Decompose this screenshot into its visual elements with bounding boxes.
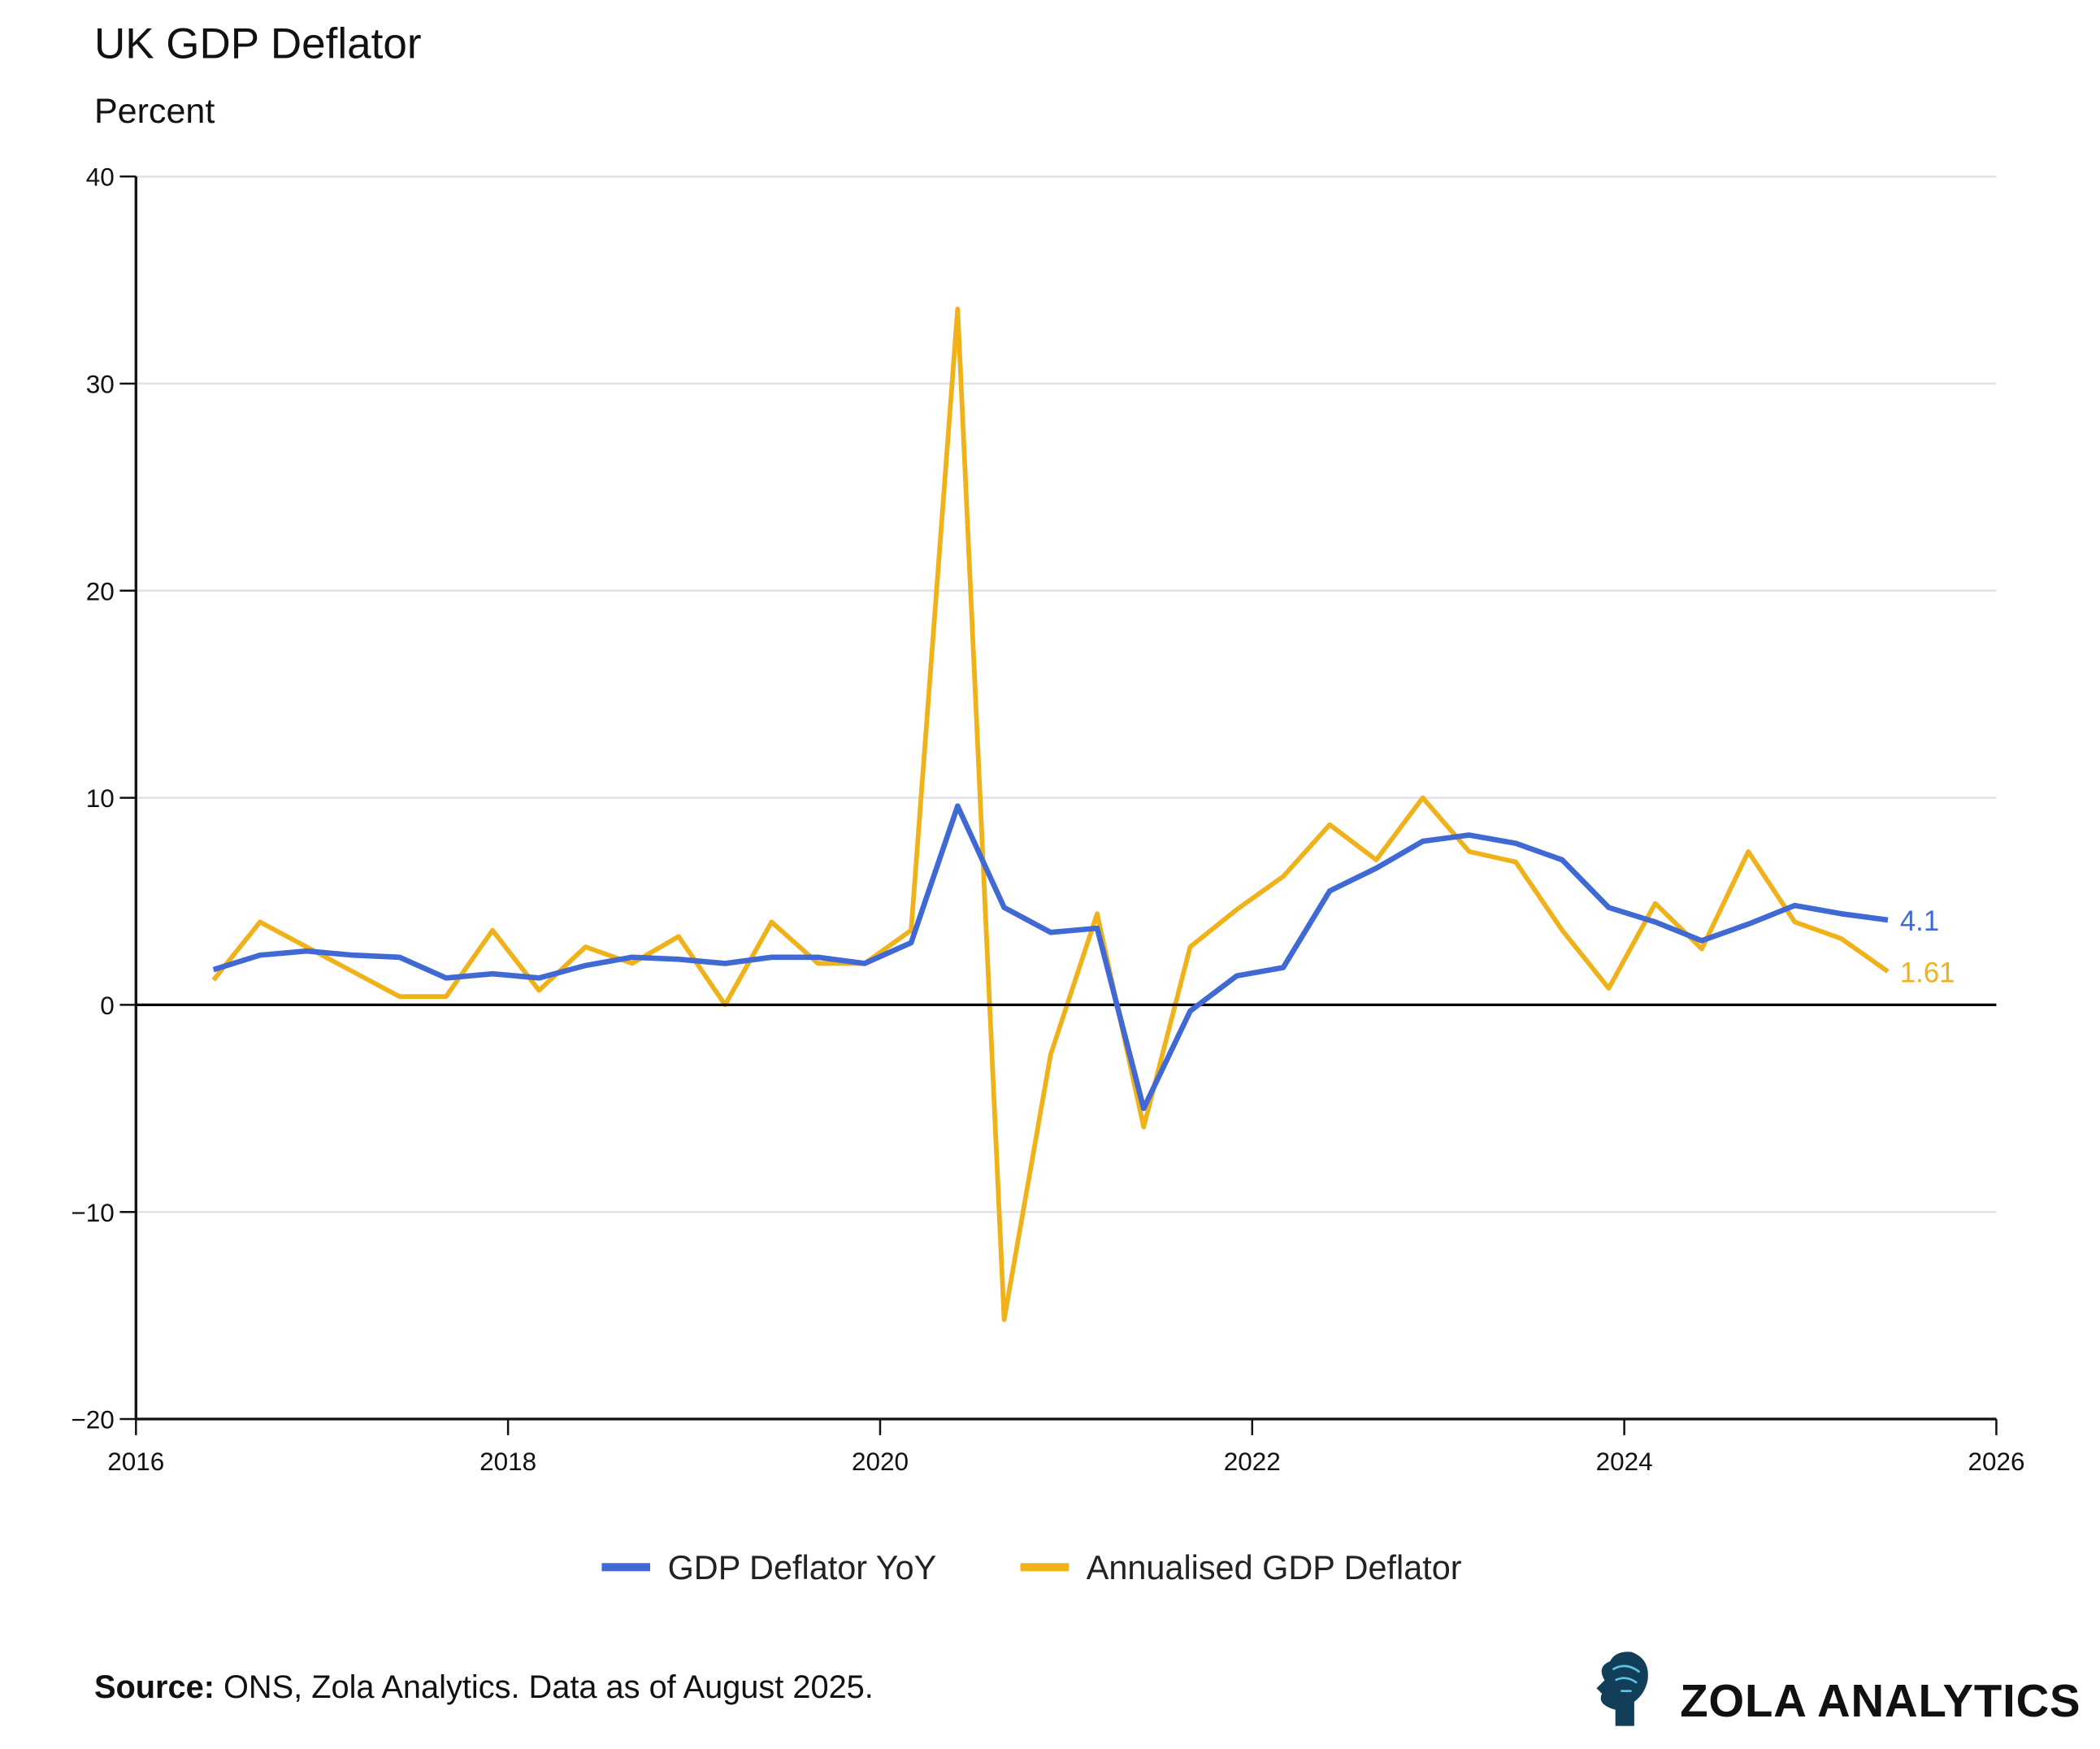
x-tick-label: 2018 (479, 1447, 536, 1476)
y-tick-label: 30 (86, 371, 115, 399)
x-tick-label: 2024 (1596, 1447, 1653, 1476)
source-label: Source: (94, 1669, 215, 1705)
gridlines (136, 175, 1997, 1213)
legend-label-yoy: GDP Deflator YoY (668, 1549, 937, 1586)
end-label-annualised: 1.61 (1900, 958, 1955, 989)
legend-label-annualised: Annualised GDP Deflator (1087, 1549, 1462, 1586)
series-line-annualised (211, 306, 1890, 1322)
x-tick-label: 2026 (1968, 1447, 2024, 1476)
axes: 40 30 20 10 0 −10 −20 2016 2018 2020 2022 2024 2026 (71, 163, 2024, 1476)
legend: GDP Deflator YoY Annualised GDP Deflator (601, 1549, 1462, 1586)
y-tick-label: −10 (71, 1199, 114, 1227)
y-tick-label: 40 (86, 163, 115, 192)
source-text: ONS, Zola Analytics. Data as of August 2… (215, 1669, 874, 1705)
brand-logo: ZOLA ANALYTICS (1596, 1651, 2080, 1726)
chart-subtitle: Percent (94, 92, 215, 131)
brand-name: ZOLA ANALYTICS (1680, 1675, 2080, 1726)
y-tick-label: 0 (100, 992, 115, 1020)
x-tick-label: 2020 (852, 1447, 909, 1476)
end-label-yoy: 4.1 (1900, 906, 1939, 937)
y-tick-label: −20 (71, 1406, 114, 1434)
y-tick-label: 10 (86, 784, 115, 813)
source-note: Source: ONS, Zola Analytics. Data as of … (94, 1669, 874, 1705)
chart-title: UK GDP Deflator (94, 20, 422, 67)
series-lines (136, 306, 1997, 1322)
end-labels: 1.61 4.1 (1900, 906, 1955, 988)
x-tick-label: 2022 (1224, 1447, 1281, 1476)
x-tick-label: 2016 (107, 1447, 164, 1476)
head-circuit-icon (1596, 1651, 1648, 1726)
y-tick-label: 20 (86, 577, 115, 605)
